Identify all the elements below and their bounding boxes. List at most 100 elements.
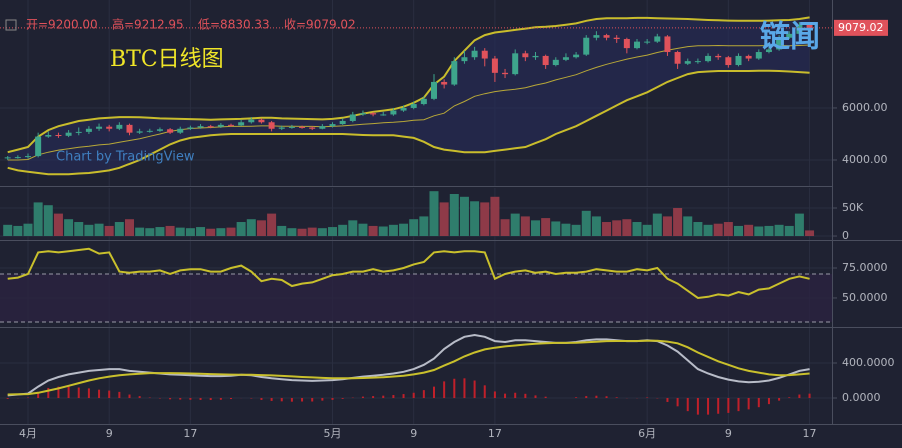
histogram-bar [128, 394, 131, 399]
candle-body [593, 35, 600, 38]
histogram-bar [290, 398, 293, 402]
macd-line [7, 333, 810, 397]
volume-bar [114, 222, 124, 237]
candle-body [35, 136, 42, 157]
overlay: 开=9200.00 高=9212.95 低=8830.33 收=9079.02 … [0, 0, 902, 425]
histogram-bar [372, 396, 375, 399]
volume-bar [713, 223, 723, 237]
candle-body [207, 126, 214, 128]
volume-bar [256, 220, 266, 237]
candle-body [654, 36, 661, 42]
volume-bar [571, 224, 581, 237]
histogram-bar [707, 398, 710, 415]
chart-title: BTC日线图 [110, 47, 224, 72]
volume-bar [439, 202, 449, 237]
volume-bar [429, 191, 439, 237]
candle-body [664, 36, 671, 53]
volume-bar [338, 224, 348, 237]
watermark: Chart by TradingView [56, 150, 195, 165]
candle-body [156, 129, 163, 131]
header-open: 开=9200.00 [26, 18, 98, 32]
volume-bar [175, 227, 185, 237]
candle-body [65, 132, 72, 136]
histogram-bar [747, 398, 750, 410]
candle-body [278, 127, 285, 129]
volume-bar [84, 224, 94, 237]
volume-bar [805, 230, 815, 237]
histogram-bar [483, 385, 486, 399]
x-tick-label: 4月 [19, 427, 37, 440]
histogram-bar [108, 390, 111, 399]
histogram-bar [402, 394, 405, 399]
histogram-bar [392, 395, 395, 399]
volume-bar [541, 218, 551, 237]
histogram-bar [595, 395, 598, 399]
histogram-bar [544, 396, 547, 399]
histogram-bar [453, 378, 456, 399]
volume-bar [53, 213, 63, 237]
candle-body [380, 114, 387, 116]
macd-line [7, 339, 810, 396]
candle-body [45, 135, 52, 137]
candle-body [329, 124, 336, 127]
logo: 链闻 [760, 20, 820, 55]
histogram-bar [280, 398, 283, 402]
histogram-bar [696, 398, 699, 415]
volume-bar [388, 224, 398, 237]
volume-bar [409, 219, 419, 237]
volume-bar [267, 213, 277, 237]
histogram-bar [534, 395, 537, 399]
volume-bar [358, 223, 368, 237]
candle-body [14, 157, 21, 159]
histogram-bar [77, 387, 80, 399]
candle-body [217, 124, 224, 127]
candle-body [623, 39, 630, 49]
volume-bar [581, 210, 591, 237]
histogram-bar [47, 387, 50, 399]
candle-body [502, 72, 509, 75]
histogram-bar [504, 393, 507, 399]
header-low: 低=8830.33 [198, 18, 270, 32]
candle-body [583, 37, 590, 55]
volume-bar [317, 228, 327, 237]
y-tick-label: 6000.00 [842, 101, 888, 114]
volume-bar [774, 224, 784, 237]
candle-body [390, 110, 397, 115]
histogram-bar [37, 391, 40, 399]
histogram-bar [646, 397, 649, 399]
candle-body [85, 128, 92, 132]
candle-body [136, 131, 143, 133]
candle-body [319, 126, 326, 129]
candle-body [512, 53, 519, 75]
x-tick-label: 5月 [324, 427, 342, 440]
histogram-bar [737, 398, 740, 412]
x-tick-label: 9 [106, 427, 113, 440]
volume-bar [297, 228, 307, 237]
band-middle [7, 44, 810, 161]
candle-body [96, 126, 103, 129]
candle-body [634, 41, 640, 49]
volume-bar [33, 202, 43, 237]
candle-body [25, 156, 31, 158]
candle-body [725, 57, 732, 66]
volume-bar [43, 205, 53, 237]
histogram-bar [57, 386, 60, 399]
volume-bar [470, 201, 480, 237]
candle-body [471, 50, 478, 58]
volume-bar [723, 222, 733, 237]
y-tick-label: 4000.00 [842, 153, 888, 166]
collapse-icon[interactable] [5, 19, 17, 31]
histogram-bar [808, 393, 811, 399]
y-tick-label: 50.0000 [842, 291, 888, 304]
candle-body [197, 126, 204, 128]
candle-body [370, 113, 377, 115]
histogram-bar [341, 398, 344, 399]
volume-bar [764, 225, 774, 237]
histogram-bar [67, 386, 70, 399]
volume-bar [551, 221, 561, 237]
candle-body [451, 61, 458, 85]
candle-body [522, 53, 529, 58]
candle-body [258, 119, 265, 123]
histogram-bar [798, 394, 801, 399]
